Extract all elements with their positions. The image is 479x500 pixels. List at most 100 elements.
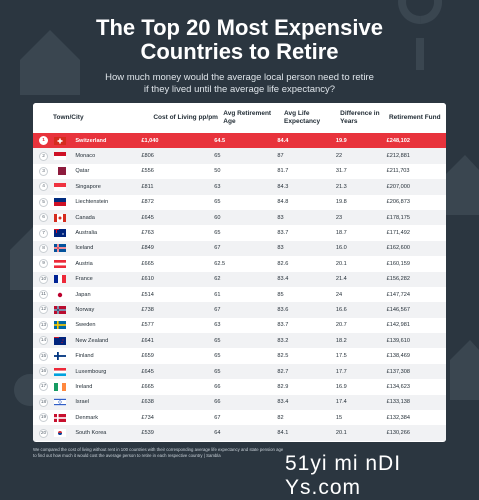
rank-badge: 20 [39, 428, 49, 438]
header-fund: Retirement Fund [388, 114, 441, 121]
qatar-flag-icon [54, 167, 71, 176]
country-name: New Zealand [75, 337, 109, 344]
cost-of-living: £556 [141, 168, 154, 175]
subtitle-line-1: How much money would the average local p… [105, 72, 374, 83]
life-expectancy: 84.1 [277, 430, 289, 437]
cost-of-living: £645 [141, 214, 154, 221]
life-expectancy: 82.5 [277, 353, 289, 360]
retirement-fund: £132,384 [386, 414, 410, 421]
difference-years: 15 [335, 414, 343, 421]
rank-badge: 15 [39, 351, 49, 361]
watermark: 51yi mi nDI Ys.com [285, 452, 402, 499]
cost-of-living: £577 [141, 322, 154, 329]
cost-of-living: £849 [141, 245, 154, 252]
table-row: 11 Japan £514 61 85 24 £147,724 [33, 287, 446, 302]
retirement-fund: £138,469 [386, 353, 410, 360]
denmark-flag-icon [54, 413, 71, 422]
retirement-age: 50 [214, 168, 221, 175]
rank-badge: 5 [39, 197, 49, 207]
retirement-fund: £248,102 [386, 137, 410, 144]
retirement-age: 62.5 [214, 260, 226, 267]
table-body: 1 Switzerland £1,040 64.5 84.4 19.9 £248,102 2 M… [33, 133, 446, 441]
retirement-fund: £160,159 [386, 260, 410, 267]
cost-of-living: £763 [141, 230, 154, 237]
retirement-fund: £207,000 [386, 183, 410, 190]
difference-years: 19.8 [335, 199, 347, 206]
iceland-flag-icon [54, 244, 71, 253]
norway-flag-icon [54, 305, 71, 314]
life-expectancy: 83 [277, 245, 284, 252]
country-name: Denmark [75, 414, 99, 421]
retirement-fund: £206,873 [386, 199, 410, 206]
table-row: 15 Finland £659 65 82.5 17.5 £138,469 [33, 348, 446, 363]
cost-of-living: £514 [141, 291, 154, 298]
life-expectancy: 83 [277, 214, 284, 221]
retirement-fund: £211,703 [386, 168, 410, 175]
difference-years: 17.7 [335, 368, 347, 375]
retirement-age: 65 [214, 230, 221, 237]
rank-badge: 13 [39, 320, 49, 330]
rank-badge: 10 [39, 274, 49, 284]
life-expectancy: 83.6 [277, 306, 289, 313]
cost-of-living: £665 [141, 383, 154, 390]
retirement-fund: £134,623 [386, 383, 410, 390]
country-name: Australia [75, 230, 98, 237]
difference-years: 21.3 [335, 183, 347, 190]
retirement-age: 64 [214, 430, 221, 437]
retirement-fund: £171,492 [386, 230, 410, 237]
life-expectancy: 83.4 [277, 399, 289, 406]
footnote: We compared the cost of living without r… [33, 447, 333, 459]
life-expectancy: 84.4 [277, 137, 289, 144]
liechtenstein-flag-icon [54, 198, 71, 207]
singapore-flag-icon [54, 182, 71, 191]
difference-years: 23 [335, 214, 343, 221]
country-name: Qatar [75, 168, 90, 175]
cost-of-living: £659 [141, 353, 154, 360]
subtitle-line-2: if they lived until the average life exp… [143, 84, 336, 95]
difference-years: 20.7 [335, 322, 347, 329]
table-row: 17 Ireland £665 66 82.9 16.9 £134,623 [33, 379, 446, 394]
rank-badge: 16 [39, 367, 49, 377]
retirement-fund: £142,981 [386, 322, 410, 329]
country-name: South Korea [75, 430, 107, 437]
country-name: Switzerland [75, 137, 107, 144]
retirement-age: 64.5 [214, 137, 226, 144]
cost-of-living: £1,040 [141, 137, 159, 144]
cost-of-living: £738 [141, 306, 154, 313]
difference-years: 18.2 [335, 337, 347, 344]
ireland-flag-icon [54, 382, 71, 391]
table-row: 3 Qatar £556 50 81.7 31.7 £211,703 [33, 164, 446, 179]
retirement-fund: £178,175 [386, 214, 410, 221]
table-row: 14 New Zealand £641 65 83.2 18.2 £139,610 [33, 333, 446, 349]
table-row: 12 Norway £738 67 83.6 16.6 £146,567 [33, 302, 446, 318]
footnote-line-2: to find out how much it would cost the a… [33, 453, 221, 458]
country-name: Luxembourg [75, 368, 107, 375]
footnote-line-1: We compared the cost of living without r… [33, 447, 284, 452]
page-subtitle: How much money would the average local p… [0, 72, 479, 96]
rank-badge: 1 [39, 136, 49, 146]
japan-flag-icon [54, 290, 71, 299]
country-name: Singapore [75, 183, 101, 190]
difference-years: 24 [335, 291, 343, 298]
australia-flag-icon [54, 229, 71, 238]
life-expectancy: 82.6 [277, 260, 289, 267]
difference-years: 16.9 [335, 383, 347, 390]
retirement-age: 65 [214, 337, 221, 344]
switzerland-flag-icon [54, 136, 71, 145]
table-row: 7 Australia £763 65 83.7 18.7 £171,492 [33, 225, 446, 240]
country-name: Israel [75, 399, 89, 406]
life-expectancy: 87 [277, 153, 284, 160]
cost-of-living: £539 [141, 430, 154, 437]
table-row: 9 Austria £665 62.5 82.6 20.1 £160,159 [33, 256, 446, 271]
rank-badge: 2 [39, 151, 49, 161]
country-name: Sweden [75, 322, 96, 329]
header-retirement-age: Avg Retirement Age [223, 110, 272, 125]
cost-of-living: £734 [141, 414, 154, 421]
retirement-age: 63 [214, 322, 221, 329]
difference-years: 16.6 [335, 306, 347, 313]
country-name: Finland [75, 353, 94, 360]
life-expectancy: 82 [277, 414, 284, 421]
life-expectancy: 83.7 [277, 230, 289, 237]
retirement-fund: £130,266 [386, 430, 410, 437]
country-name: Monaco [75, 153, 96, 160]
